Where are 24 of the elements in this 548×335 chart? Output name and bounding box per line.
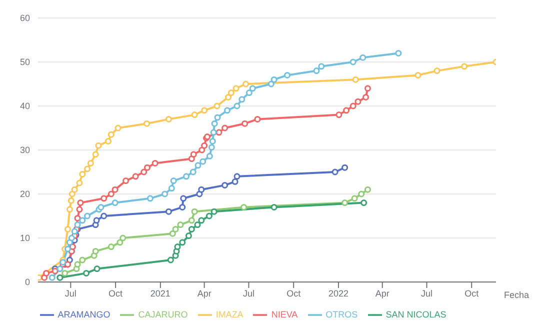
legend-label: CAJARURO [138,309,188,320]
x-tick-label: Oct [286,288,302,298]
legend-label: IMAZA [216,309,244,320]
x-tick-label: Jul [420,288,432,298]
x-tick-label: Apr [375,288,390,298]
y-tick-label: 50 [20,57,30,68]
x-tick-label: Jul [64,288,76,298]
x-tick-label: Apr [197,288,212,298]
x-axis-title: Fecha [504,290,530,300]
legend-label: ARAMANGO [58,309,110,320]
y-tick-label: 20 [20,189,30,200]
x-tick-label: Oct [464,288,480,298]
y-tick-label: 0 [24,277,30,288]
y-tick-label: 40 [20,101,30,112]
x-tick-label: 2022 [328,288,348,298]
y-tick-label: 10 [20,233,30,244]
x-tick-label: 2021 [150,288,170,298]
legend-label: SAN NICOLAS [386,309,446,320]
y-tick-label: 30 [20,145,30,156]
x-tick-label: Oct [108,288,124,298]
x-tick-label: Jul [242,288,254,298]
legend-label: OTROS [326,309,358,320]
legend-label: NIEVA [271,309,298,320]
y-tick-label: 60 [20,13,30,24]
